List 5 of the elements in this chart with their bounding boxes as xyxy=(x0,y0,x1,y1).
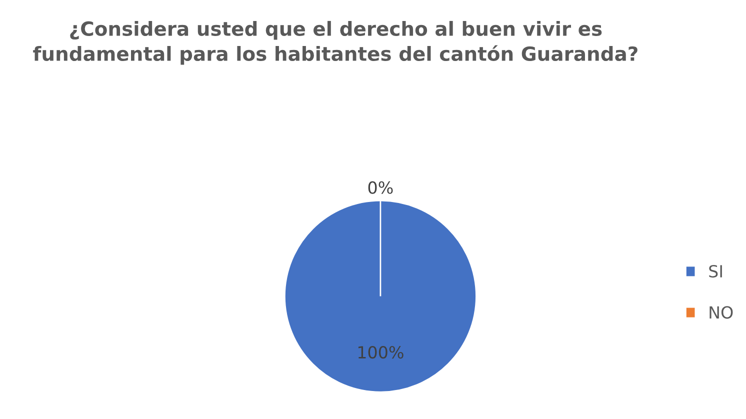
legend-label: NO xyxy=(710,306,733,319)
chart-title: ¿Considera usted que el derecho al buen vivir es fundamental para los habitantes del cantón Guaranda? xyxy=(33,20,638,65)
legend-label: SI xyxy=(709,264,722,278)
text: 0% xyxy=(368,181,393,194)
data-label: 100% xyxy=(358,346,404,359)
